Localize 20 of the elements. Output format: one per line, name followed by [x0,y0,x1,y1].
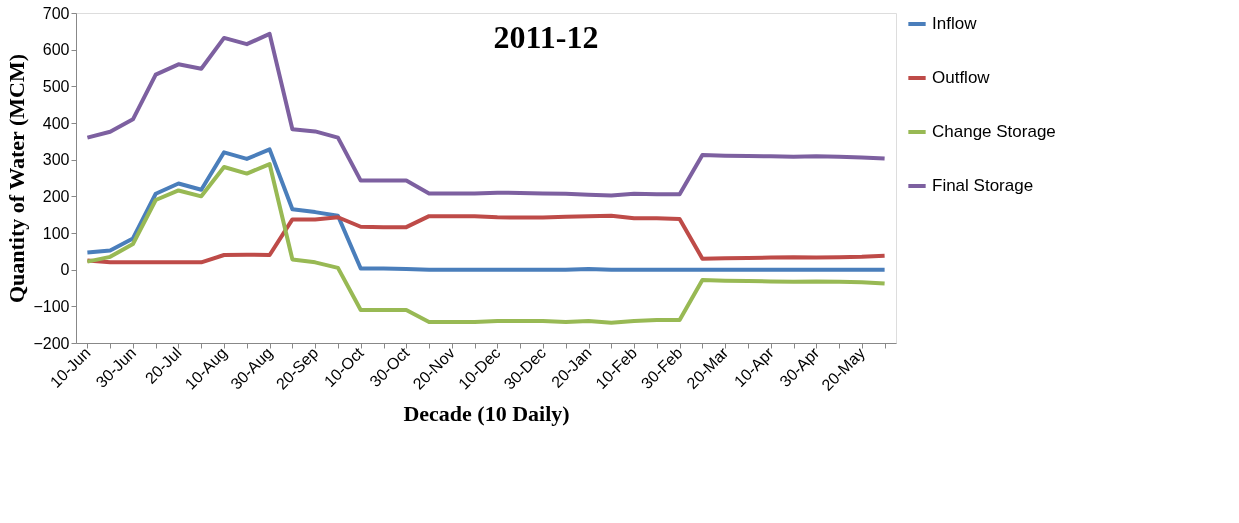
legend-label: Inflow [932,14,978,33]
y-tick-label: 700 [42,4,70,22]
line-series [85,147,887,272]
y-tick-label: −200 [33,334,70,352]
y-axis-title: Quantity of Water (MCM) [4,53,30,304]
y-tick-label: 100 [42,224,70,242]
chart-title: 2011-12 [493,19,599,55]
y-tick-label: 600 [42,41,70,59]
x-axis-title: Decade (10 Daily) [403,400,570,426]
y-tick-label: 500 [42,77,70,95]
legend-label: Final Storage [932,176,1034,195]
legend-label: Outflow [932,68,991,87]
y-tick-label: 200 [42,187,70,205]
y-tick-label: 0 [60,261,70,279]
y-tick-label: −100 [33,297,70,315]
y-tick-label: 400 [42,114,70,132]
line-series [85,162,887,325]
line-series [85,213,887,265]
y-tick-label: 300 [42,151,70,169]
legend-label: Change Storage [932,122,1056,141]
